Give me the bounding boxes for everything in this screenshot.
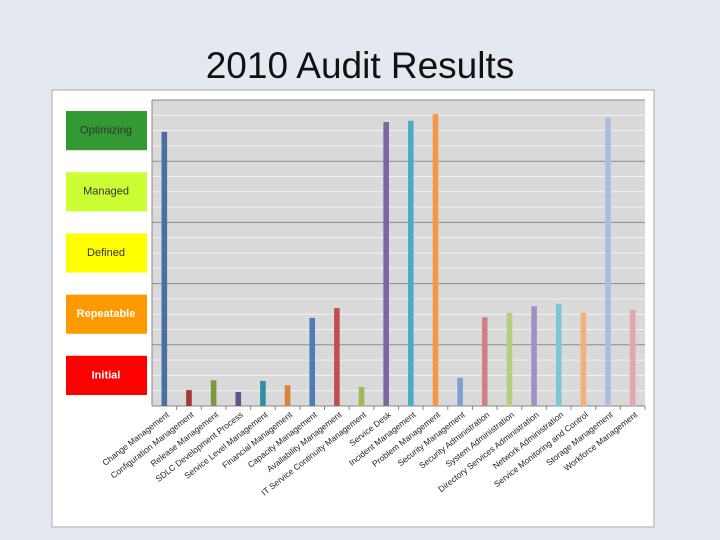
- level-label: Initial: [92, 369, 121, 381]
- bar: [481, 317, 488, 406]
- bar: [309, 317, 316, 406]
- bar: [186, 390, 192, 406]
- level-box: [66, 233, 147, 273]
- bar: [555, 303, 562, 406]
- bar: [506, 312, 513, 406]
- bar: [408, 120, 414, 407]
- bar: [284, 385, 291, 406]
- level-box: [66, 294, 147, 334]
- level-label: Repeatable: [77, 308, 136, 320]
- level-label: Defined: [87, 247, 125, 259]
- slide-title: 2010 Audit Results: [206, 45, 515, 86]
- bar: [432, 114, 439, 407]
- bar: [580, 312, 587, 406]
- level-label: Managed: [83, 186, 129, 198]
- bar: [531, 306, 537, 406]
- bar: [457, 377, 463, 406]
- bar: [235, 391, 242, 406]
- bar: [629, 309, 636, 406]
- level-box: [66, 355, 147, 395]
- bar: [210, 380, 217, 406]
- level-box: [66, 172, 147, 212]
- bar: [161, 131, 168, 406]
- bar: [383, 122, 389, 407]
- bar: [260, 380, 266, 406]
- level-box: [66, 111, 147, 151]
- level-label: Optimizing: [80, 125, 132, 137]
- bar: [334, 308, 340, 406]
- bar: [605, 117, 611, 407]
- bar: [358, 387, 365, 406]
